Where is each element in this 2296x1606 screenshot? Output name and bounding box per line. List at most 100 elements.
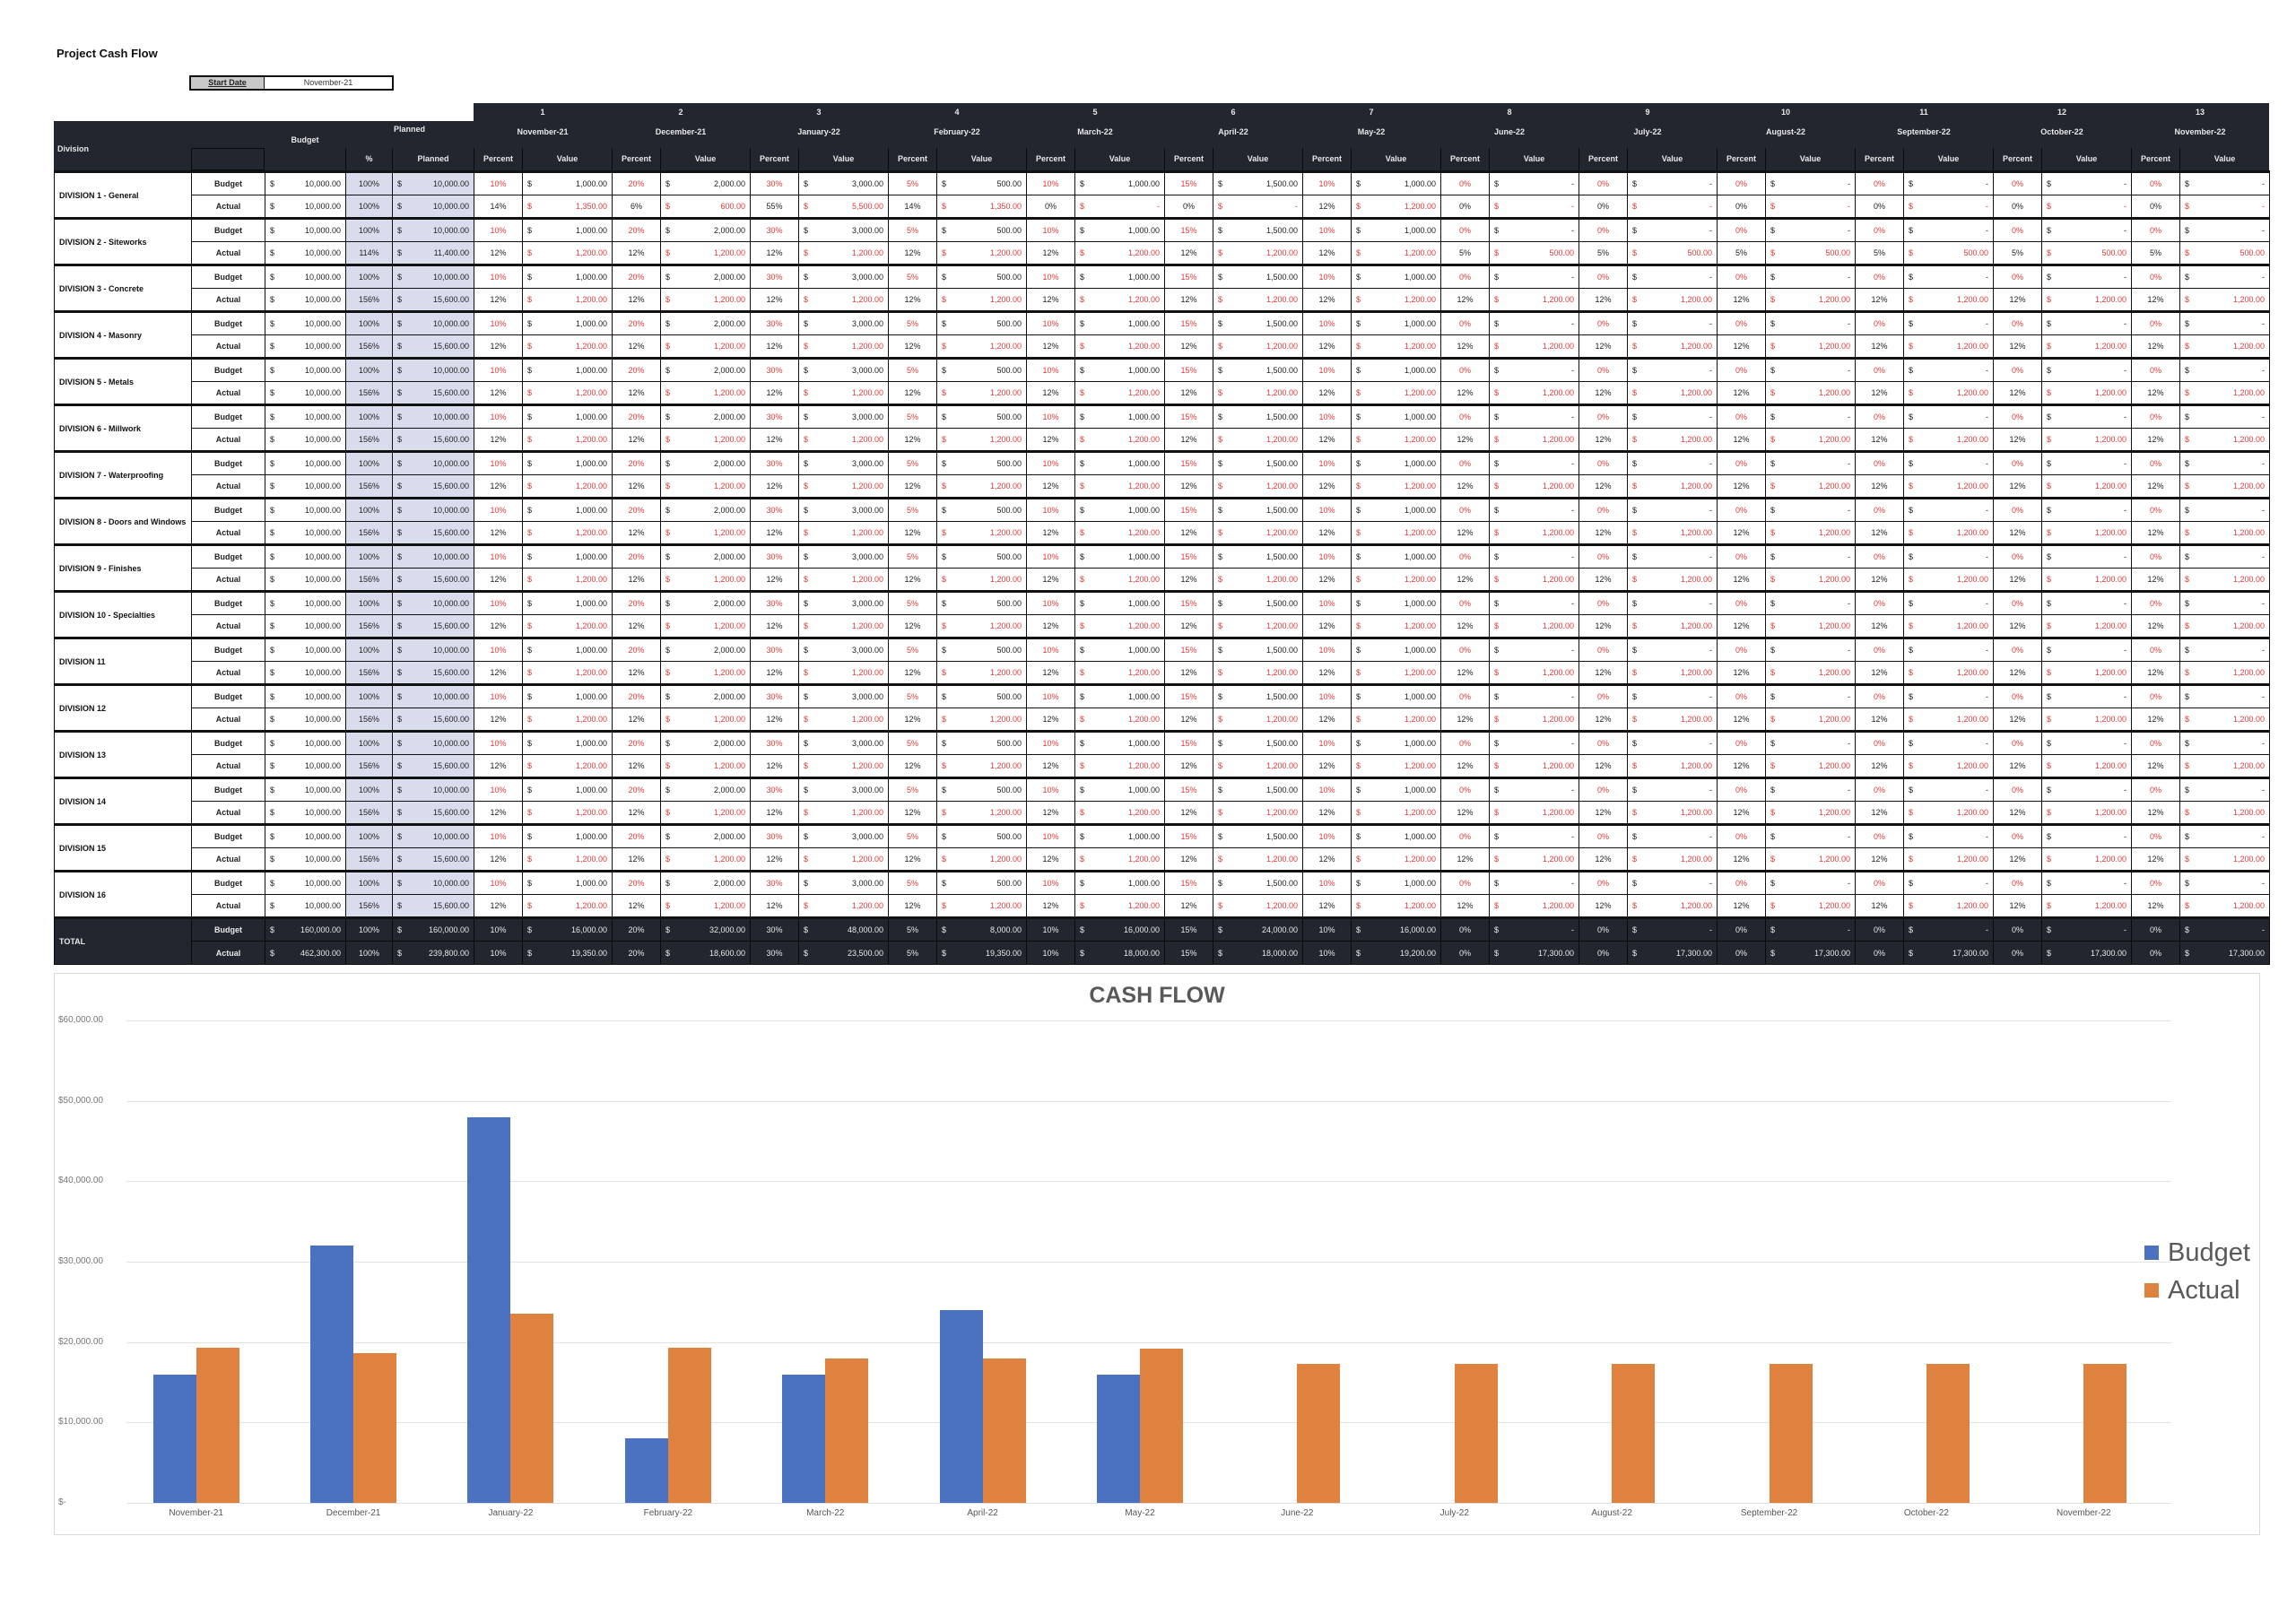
month-percent-cell[interactable]: 0% (2131, 450, 2180, 475)
month-percent-cell[interactable]: 12% (1578, 288, 1628, 312)
money-cell[interactable]: $1,200.00 (660, 381, 751, 405)
month-percent-cell[interactable]: 10% (1302, 357, 1352, 382)
month-percent-cell[interactable]: 12% (1717, 754, 1766, 778)
money-cell[interactable]: $ - (1627, 590, 1718, 615)
month-percent-cell[interactable]: 15% (1164, 310, 1213, 335)
month-percent-cell[interactable]: 0% (1855, 590, 1904, 615)
actual-bar[interactable] (1926, 1363, 1970, 1503)
money-cell[interactable]: $1,200.00 (660, 894, 751, 918)
month-percent-cell[interactable]: 10% (474, 590, 523, 615)
month-percent-cell[interactable]: 12% (888, 334, 937, 359)
money-cell[interactable]: $1,200.00 (2179, 754, 2270, 778)
month-percent-cell[interactable]: 12% (888, 661, 937, 685)
money-cell[interactable]: $10,000.00 (265, 310, 346, 335)
money-cell[interactable]: $1,200.00 (1903, 754, 1994, 778)
money-cell[interactable]: $ - (1765, 590, 1856, 615)
money-cell[interactable]: $ - (2179, 310, 2270, 335)
month-percent-cell[interactable]: 12% (2131, 708, 2180, 732)
month-percent-cell[interactable]: 12% (1164, 847, 1213, 872)
month-percent-cell[interactable]: 5% (888, 941, 937, 965)
money-cell[interactable]: $1,200.00 (1213, 754, 1303, 778)
money-cell[interactable]: $3,000.00 (798, 823, 889, 848)
money-cell[interactable]: $ - (1627, 777, 1718, 802)
month-percent-cell[interactable]: 30% (750, 823, 799, 848)
money-cell[interactable]: $ - (1765, 730, 1856, 755)
month-percent-cell[interactable]: 12% (1440, 801, 1490, 825)
month-percent-cell[interactable]: 12% (1578, 708, 1628, 732)
money-cell[interactable]: $1,000.00 (522, 450, 613, 475)
month-percent-cell[interactable]: 15% (1164, 264, 1213, 289)
month-percent-cell[interactable]: 12% (1440, 847, 1490, 872)
money-cell[interactable]: $1,200.00 (1351, 568, 1441, 592)
month-percent-cell[interactable]: 5% (1993, 241, 2042, 265)
month-percent-cell[interactable]: 12% (612, 894, 661, 918)
money-cell[interactable]: $ - (1903, 357, 1994, 382)
money-cell[interactable]: $1,200.00 (1351, 801, 1441, 825)
month-percent-cell[interactable]: 0% (1855, 916, 1904, 942)
month-percent-cell[interactable]: 10% (474, 310, 523, 335)
money-cell[interactable]: $500.00 (936, 170, 1027, 195)
month-percent-cell[interactable]: 10% (1302, 170, 1352, 195)
month-percent-cell[interactable]: 10% (1302, 870, 1352, 895)
money-cell[interactable]: $1,200.00 (1213, 847, 1303, 872)
month-percent-cell[interactable]: 10% (1026, 777, 1075, 802)
month-percent-cell[interactable]: 12% (612, 568, 661, 592)
money-cell[interactable]: $1,000.00 (1351, 870, 1441, 895)
money-cell[interactable]: $1,000.00 (522, 777, 613, 802)
money-cell[interactable]: $1,200.00 (936, 241, 1027, 265)
money-cell[interactable]: $ - (1903, 264, 1994, 289)
month-percent-cell[interactable]: 12% (1440, 381, 1490, 405)
month-percent-cell[interactable]: 30% (750, 264, 799, 289)
money-cell[interactable]: $17,300.00 (2179, 941, 2270, 965)
month-percent-cell[interactable]: 5% (1717, 241, 1766, 265)
money-cell[interactable]: $1,200.00 (1213, 568, 1303, 592)
planned-pct-cell[interactable]: 156% (345, 334, 393, 359)
money-cell[interactable]: $10,000.00 (265, 708, 346, 732)
planned-pct-cell[interactable]: 100% (345, 777, 393, 802)
month-percent-cell[interactable]: 10% (1026, 870, 1075, 895)
month-percent-cell[interactable]: 15% (1164, 637, 1213, 662)
money-cell[interactable]: $500.00 (936, 590, 1027, 615)
month-percent-cell[interactable]: 12% (1302, 754, 1352, 778)
month-percent-cell[interactable]: 12% (2131, 288, 2180, 312)
month-percent-cell[interactable]: 15% (1164, 590, 1213, 615)
money-cell[interactable]: $ - (2041, 543, 2132, 569)
month-percent-cell[interactable]: 0% (1578, 195, 1628, 219)
money-cell[interactable]: $1,200.00 (1351, 754, 1441, 778)
money-cell[interactable]: $10,000.00 (265, 683, 346, 708)
money-cell[interactable]: $3,000.00 (798, 730, 889, 755)
money-cell[interactable]: $1,200.00 (1765, 614, 1856, 638)
planned-pct-cell[interactable]: 156% (345, 288, 393, 312)
money-cell[interactable]: $1,500.00 (1213, 170, 1303, 195)
money-cell[interactable]: $1,000.00 (1074, 637, 1165, 662)
money-cell[interactable]: $500.00 (2179, 241, 2270, 265)
month-percent-cell[interactable]: 20% (612, 916, 661, 942)
money-cell[interactable]: $1,200.00 (1903, 288, 1994, 312)
month-percent-cell[interactable]: 0% (1993, 310, 2042, 335)
month-percent-cell[interactable]: 5% (888, 543, 937, 569)
month-percent-cell[interactable]: 14% (474, 195, 523, 219)
money-cell[interactable]: $ - (1765, 637, 1856, 662)
month-percent-cell[interactable]: 20% (612, 637, 661, 662)
month-percent-cell[interactable]: 0% (1993, 543, 2042, 569)
money-cell[interactable]: $3,000.00 (798, 870, 889, 895)
money-cell[interactable]: $15,600.00 (392, 708, 474, 732)
money-cell[interactable]: $1,200.00 (2041, 428, 2132, 452)
month-percent-cell[interactable]: 12% (612, 754, 661, 778)
money-cell[interactable]: $10,000.00 (265, 334, 346, 359)
month-percent-cell[interactable]: 0% (1578, 683, 1628, 708)
month-percent-cell[interactable]: 0% (1578, 823, 1628, 848)
month-percent-cell[interactable]: 0% (1993, 637, 2042, 662)
month-percent-cell[interactable]: 10% (1302, 590, 1352, 615)
money-cell[interactable]: $1,000.00 (1074, 404, 1165, 429)
money-cell[interactable]: $15,600.00 (392, 288, 474, 312)
money-cell[interactable]: $ - (1765, 357, 1856, 382)
month-percent-cell[interactable]: 12% (1164, 708, 1213, 732)
money-cell[interactable]: $1,200.00 (1489, 708, 1579, 732)
money-cell[interactable]: $ - (1489, 543, 1579, 569)
month-percent-cell[interactable]: 5% (1578, 241, 1628, 265)
month-percent-cell[interactable]: 0% (1578, 916, 1628, 942)
planned-pct-cell[interactable]: 156% (345, 708, 393, 732)
month-percent-cell[interactable]: 12% (750, 241, 799, 265)
money-cell[interactable]: $1,200.00 (936, 801, 1027, 825)
